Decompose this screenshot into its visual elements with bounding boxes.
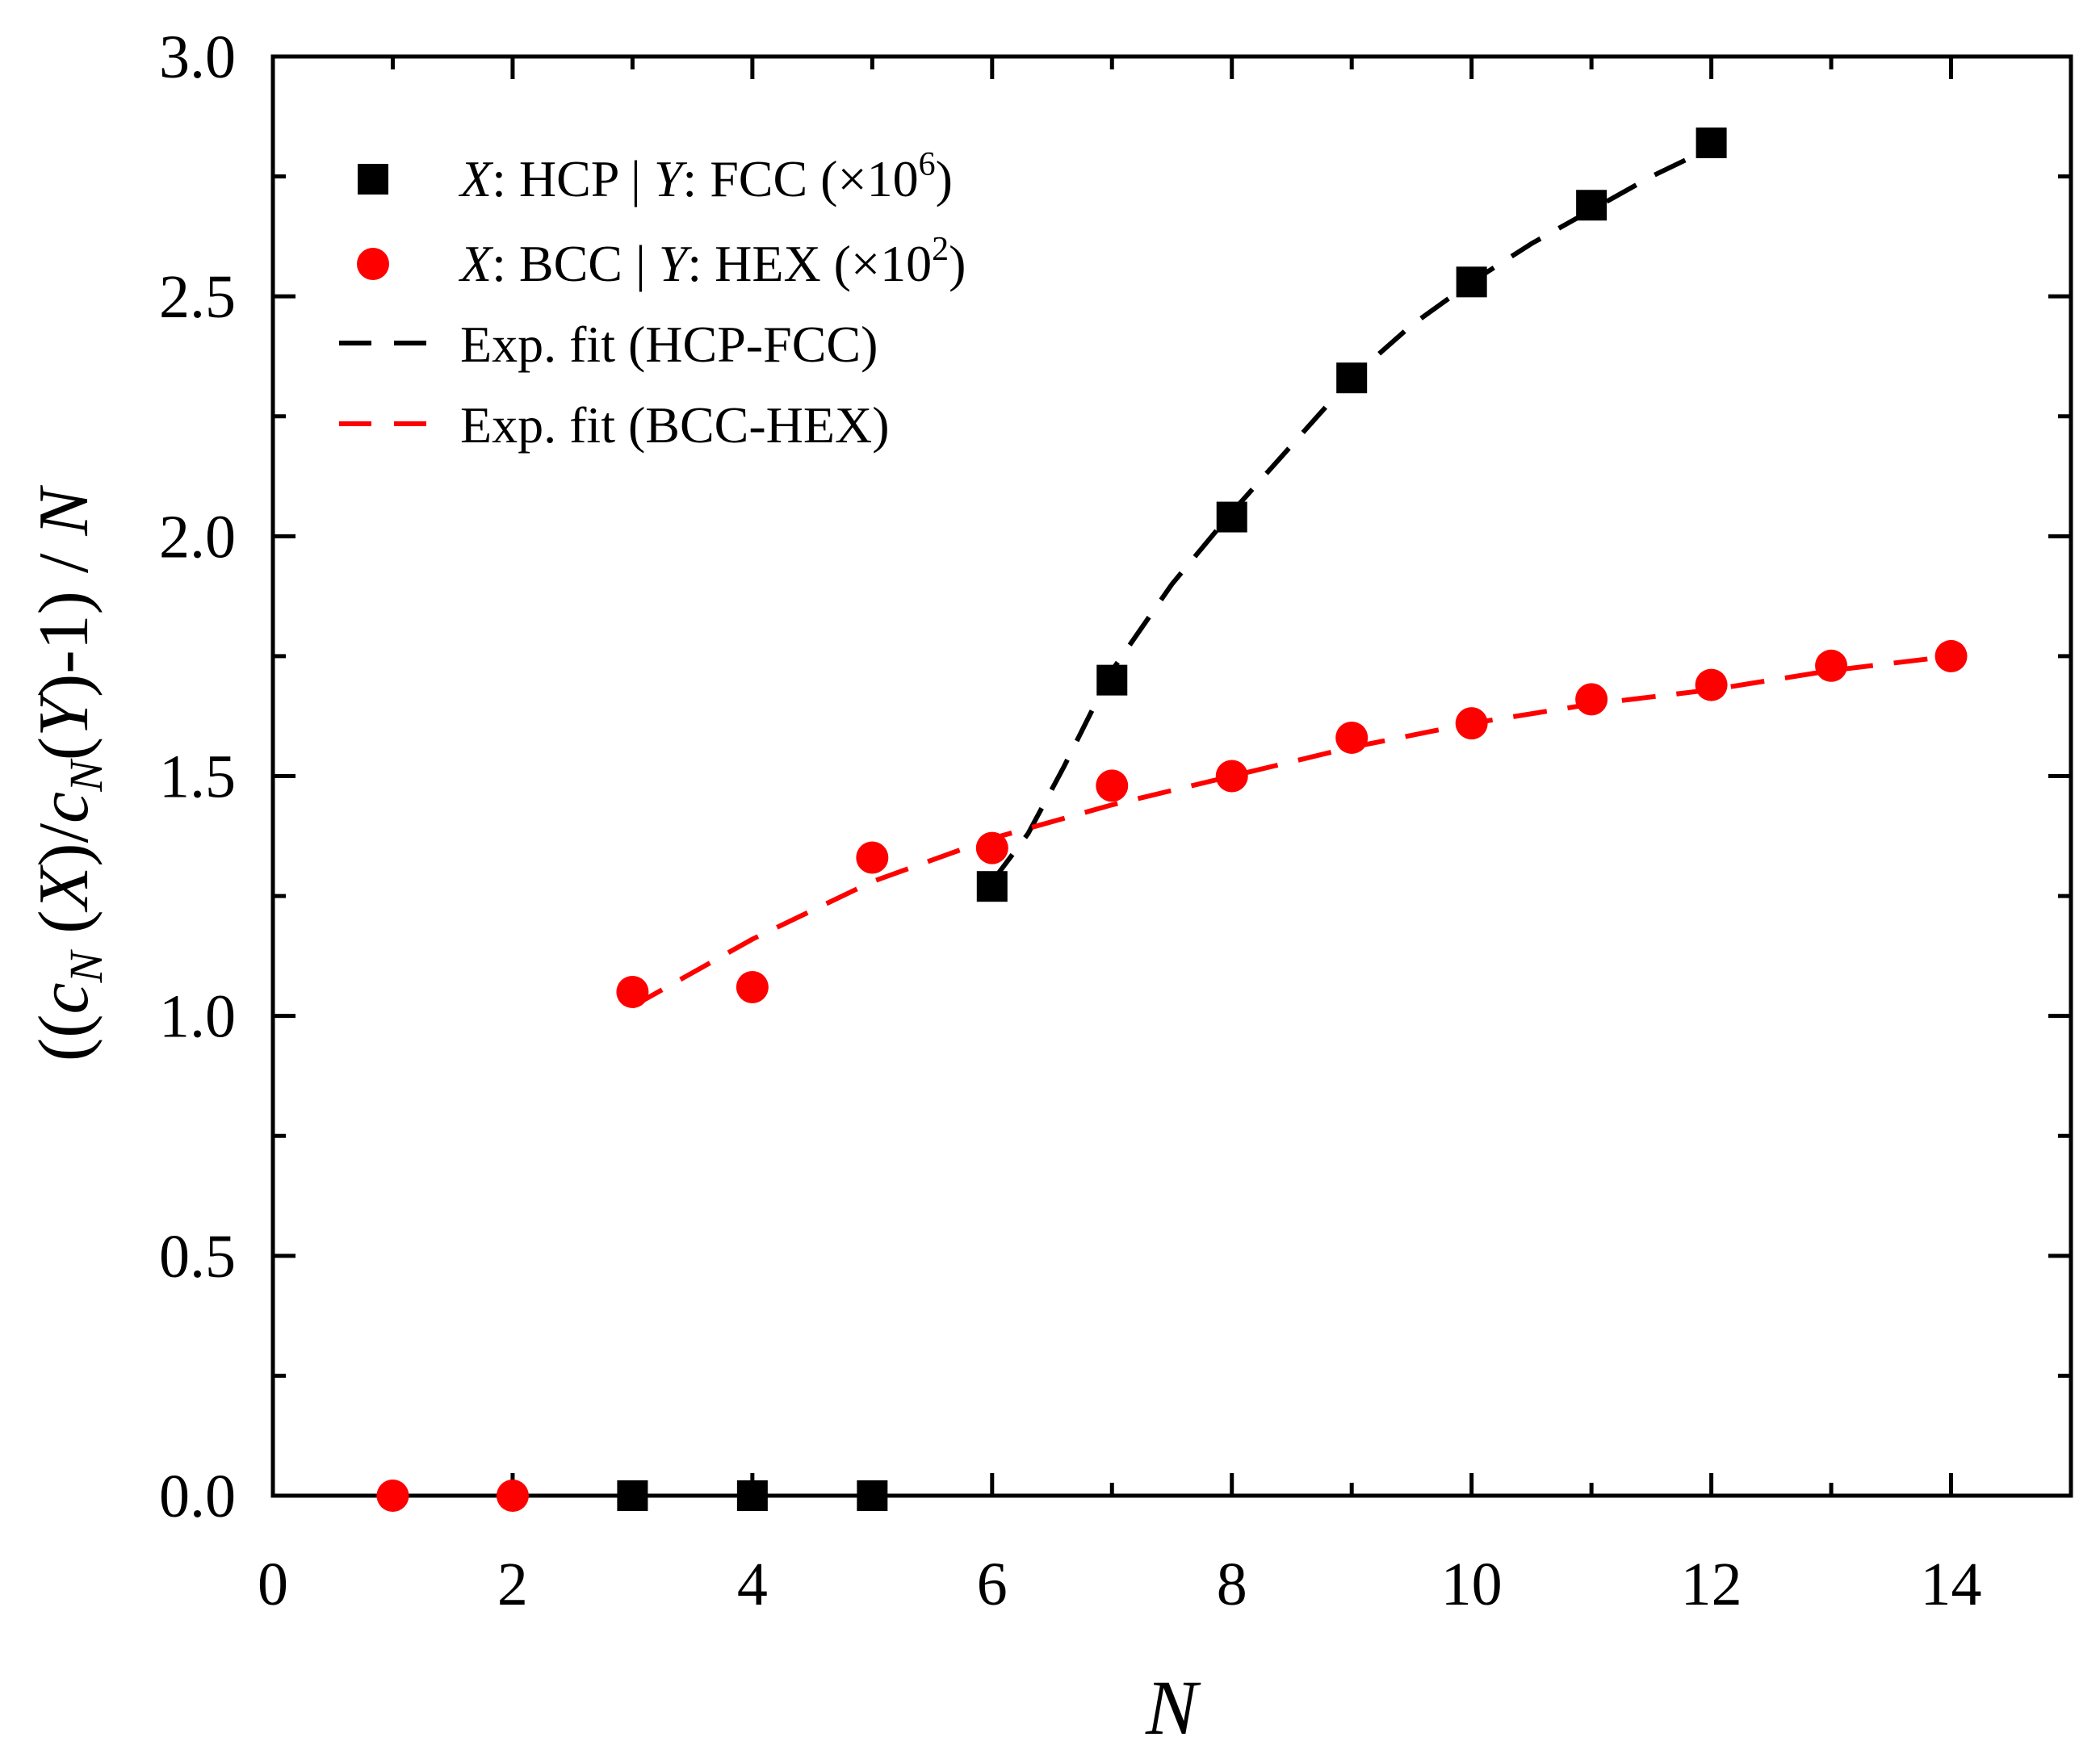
data-point-square [1456,266,1487,298]
y-axis-title-part: Y [25,691,103,737]
legend-item-hcp-fcc: X: HCP | Y: FCC (×106) [358,146,953,207]
y-axis-title-part: X [25,864,103,912]
legend-label-part: 2 [932,231,949,268]
x-tick-label: 12 [1681,1551,1742,1618]
data-point-square [1576,190,1607,221]
y-tick-label: 2.5 [159,263,236,331]
legend-label-part: X [458,235,494,292]
data-point-circle [1934,639,1968,672]
legend-label: X: HCP | Y: FCC (×106) [458,146,953,207]
legend-label-part: : BCC | [492,235,659,292]
y-axis-title-part: N [60,758,112,793]
y-axis-title-part: (( [25,1015,103,1062]
x-tick-label: 2 [497,1551,528,1618]
legend-label: X: BCC | Y: HEX (×102) [458,231,966,292]
data-point-circle [1695,668,1728,701]
data-point-circle [1815,649,1848,682]
data-point-circle [1215,760,1248,793]
legend-label-part: ) [949,235,966,292]
data-point-circle [616,975,649,1008]
data-point-square [1096,664,1128,696]
legend-label-part: Y [654,150,688,207]
y-axis-title: ((cN (X)/cN(Y)-1) / N [25,485,112,1062]
fit-line-hcp-fcc [990,145,1712,884]
y-axis-title-part: c [25,792,103,823]
data-point-square [976,871,1008,902]
data-point-square [1336,362,1368,394]
legend-item-fit-hcp-fcc: Exp. fit (HCP-FCC) [339,316,878,373]
y-axis-title-part: )-1) / [25,536,103,697]
x-tick-labels: 0 2 4 6 8 10 12 14 [258,1551,1982,1618]
y-tick-label: 0.5 [159,1223,236,1291]
y-axis-title-part: c [25,982,103,1014]
legend-label-part: Y [659,235,693,292]
x-tick-label: 0 [258,1551,288,1618]
y-tick-label: 1.5 [159,743,236,811]
y-tick-label: 0.0 [159,1463,236,1530]
x-tick-label: 6 [977,1551,1008,1618]
axis-ticks [270,54,2073,1498]
x-tick-label: 10 [1441,1551,1503,1618]
legend-label-part: : HEX (×10 [687,235,932,292]
legend-item-fit-bcc-hex: Exp. fit (BCC-HEX) [339,396,890,454]
legend-item-bcc-hex: X: BCC | Y: HEX (×102) [357,231,966,292]
data-point-circle [1335,721,1369,754]
data-point-circle [1575,683,1608,716]
fit-line-bcc-hex [631,653,1951,1009]
y-tick-labels: 0.0 0.5 1.0 1.5 2.0 2.5 3.0 [159,23,236,1530]
data-point-square [1696,127,1727,158]
data-point-square [1216,501,1247,533]
y-axis-title-part: ( [25,737,103,760]
legend-marker-square [358,164,388,195]
y-tick-label: 3.0 [159,23,236,91]
x-tick-label: 4 [737,1551,768,1618]
data-point-square [857,1480,888,1511]
legend-label-part: 6 [919,146,936,183]
data-point-square [617,1480,648,1511]
legend-label-part: X [458,150,494,207]
y-axis-title-part: N [25,485,103,537]
legend-label: Exp. fit (HCP-FCC) [460,316,878,373]
data-point-circle [975,831,1008,864]
data-points [376,127,1968,1512]
legend-label-part: ) [936,150,953,207]
legend-label: Exp. fit (BCC-HEX) [460,396,890,454]
y-axis-title-part: )/ [25,822,103,866]
legend-label-part: : FCC (×10 [682,150,918,207]
y-tick-label: 1.0 [159,983,236,1051]
data-point-circle [1455,707,1488,740]
x-tick-label: 14 [1921,1551,1982,1618]
data-point-circle [376,1480,409,1512]
x-tick-label: 8 [1217,1551,1247,1618]
legend-label-part: : HCP | [492,150,654,207]
data-point-circle [856,841,889,874]
data-point-square [736,1480,768,1511]
legend: X: HCP | Y: FCC (×106)X: BCC | Y: HEX (×… [339,146,966,454]
data-point-circle [1096,769,1129,802]
x-axis-title: N [1145,1664,1201,1751]
legend-marker-circle [357,248,389,280]
y-axis-title-part: ( [25,910,103,951]
y-tick-label: 2.0 [159,503,236,571]
y-axis-title-part: N [60,948,112,983]
data-point-circle [496,1480,529,1512]
data-point-circle [736,971,769,1004]
